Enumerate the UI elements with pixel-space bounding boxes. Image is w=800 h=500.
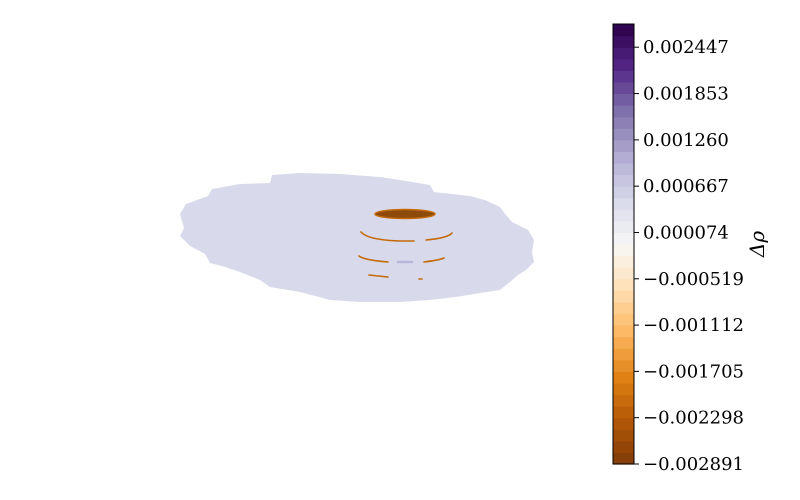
- ring-contour-5: [368, 274, 389, 278]
- colorbar-tick-label: 0.001853: [643, 84, 729, 105]
- colorbar-segments: [613, 24, 634, 465]
- colorbar-segment: [613, 255, 634, 268]
- colorbar-segment: [613, 93, 634, 106]
- colorbar-segment: [613, 24, 634, 37]
- colorbar-segment: [613, 232, 634, 245]
- colorbar-tick-label: −0.000519: [643, 269, 744, 290]
- colorbar-segment: [613, 58, 634, 71]
- colorbar-segment: [613, 301, 634, 315]
- heatmap-plot: [180, 173, 534, 302]
- colorbar-segment: [613, 452, 634, 465]
- colorbar-segment: [613, 394, 634, 407]
- ring-contour-4: [423, 257, 445, 263]
- colorbar-segment: [613, 47, 634, 60]
- colorbar-segment: [613, 278, 634, 291]
- colorbar-segment: [613, 359, 634, 372]
- colorbar-segment: [613, 313, 634, 326]
- density-slab-region: [180, 173, 534, 302]
- colorbar-tick-label: −0.001112: [643, 315, 744, 336]
- colorbar-segment: [613, 348, 634, 361]
- colorbar-segment: [613, 267, 634, 280]
- ring-contour-2: [425, 232, 453, 241]
- colorbar-segment: [613, 174, 634, 187]
- colorbar-segment: [613, 139, 634, 152]
- colorbar-label: Δρ: [745, 231, 769, 258]
- ring-contour-3: [358, 255, 389, 263]
- colorbar-segment: [613, 336, 634, 349]
- colorbar-segment: [613, 209, 634, 222]
- colorbar-segment: [613, 417, 634, 430]
- colorbar-segment: [613, 371, 634, 384]
- colorbar-segment: [613, 151, 634, 164]
- colorbar-segment: [613, 220, 634, 234]
- colorbar-tick-label: 0.002447: [643, 37, 729, 58]
- colorbar-tick-label: −0.002891: [643, 454, 744, 475]
- colorbar-segment: [613, 70, 634, 83]
- colorbar-segment: [613, 81, 634, 95]
- colorbar-segment: [613, 429, 634, 442]
- colorbar-tick-label: −0.001705: [643, 361, 744, 382]
- colorbar-segment: [613, 197, 634, 210]
- colorbar-segment: [613, 325, 634, 338]
- colorbar-segment: [613, 116, 634, 129]
- colorbar-ticks: −0.002891 −0.002298 −0.001705 −0.001112 −0.0…: [634, 37, 744, 475]
- colorbar: −0.002891 −0.002298 −0.001705 −0.001112 −0.0…: [612, 23, 769, 475]
- ring-contour-1: [360, 231, 415, 242]
- colorbar-segment: [613, 290, 634, 303]
- colorbar-tick-label: 0.001260: [643, 130, 729, 151]
- colorbar-tick-label: 0.000074: [643, 222, 729, 243]
- colorbar-segment: [613, 406, 634, 419]
- colorbar-segment: [613, 128, 634, 141]
- colorbar-tick-label: −0.002298: [643, 408, 744, 429]
- colorbar-frame: [612, 23, 635, 465]
- colorbar-segment: [613, 162, 634, 176]
- colorbar-segment: [613, 105, 634, 118]
- colorbar-segment: [613, 244, 634, 257]
- colorbar-tick-label: 0.000667: [643, 176, 729, 197]
- ring-contours: [358, 231, 453, 280]
- colorbar-segment: [613, 35, 634, 48]
- colorbar-segment: [613, 382, 634, 396]
- top-disc-region: [374, 208, 436, 220]
- colorbar-segment: [613, 186, 634, 199]
- colorbar-segment: [613, 440, 634, 454]
